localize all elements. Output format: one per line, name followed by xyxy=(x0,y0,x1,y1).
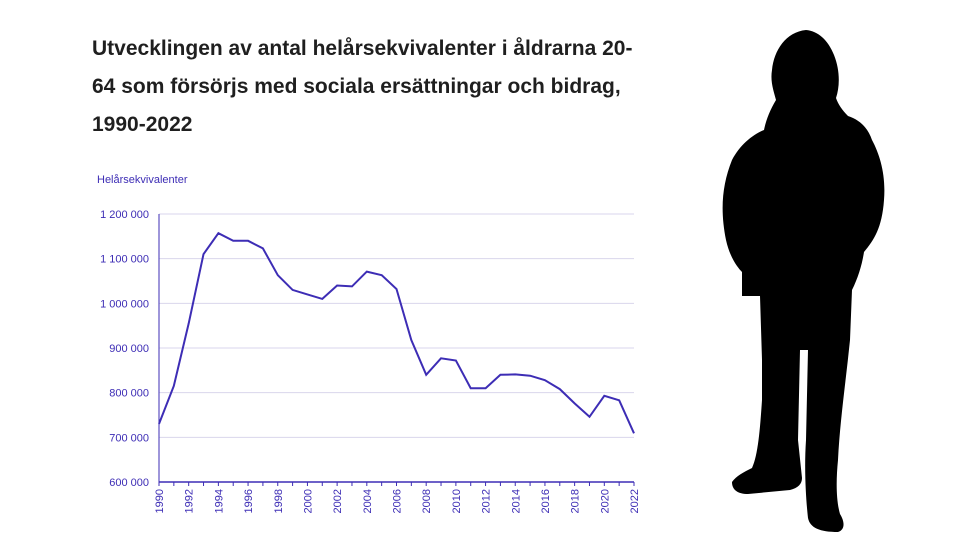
x-tick-label: 2020 xyxy=(599,489,611,513)
series-line xyxy=(158,231,635,434)
y-axis: 600 000 700 000 800 000 900 000 1 000 000 1 1… xyxy=(100,209,160,489)
x-tick-label: 1990 xyxy=(154,489,166,513)
x-tick-label: 2008 xyxy=(421,489,433,513)
x-tick-label: 2016 xyxy=(540,489,552,513)
y-tick-label: 600 000 xyxy=(109,477,149,489)
x-tick-label: 2006 xyxy=(392,489,404,513)
chart-title: Utvecklingen av antal helårsekvivalenter… xyxy=(92,37,633,136)
x-tick-label: 1998 xyxy=(273,489,285,513)
y-axis-label: Helårsekvivalenter xyxy=(97,174,188,186)
x-tick-label: 2000 xyxy=(302,489,314,513)
y-tick-label: 1 100 000 xyxy=(100,254,149,266)
x-tick-label: 2022 xyxy=(629,489,641,513)
y-tick-label: 700 000 xyxy=(109,432,149,444)
x-tick-label: 2010 xyxy=(451,489,463,513)
y-tick-label: 800 000 xyxy=(109,388,149,400)
x-tick-label: 2012 xyxy=(481,489,493,513)
y-tick-label: 1 200 000 xyxy=(100,209,149,221)
x-tick-label: 1996 xyxy=(243,489,255,513)
x-tick-label: 1992 xyxy=(184,489,196,513)
x-tick-label: 1994 xyxy=(213,489,225,513)
x-tick-label: 2002 xyxy=(332,489,344,513)
x-axis: 1990 1992 1994 1996 1998 2000 2002 2004 2006 2008… xyxy=(154,481,641,513)
x-tick-label: 2018 xyxy=(570,489,582,513)
y-tick-label: 1 000 000 xyxy=(100,298,149,310)
x-tick-label: 2014 xyxy=(510,489,522,513)
y-tick-label: 900 000 xyxy=(109,343,149,355)
x-tick-label: 2004 xyxy=(362,489,374,513)
